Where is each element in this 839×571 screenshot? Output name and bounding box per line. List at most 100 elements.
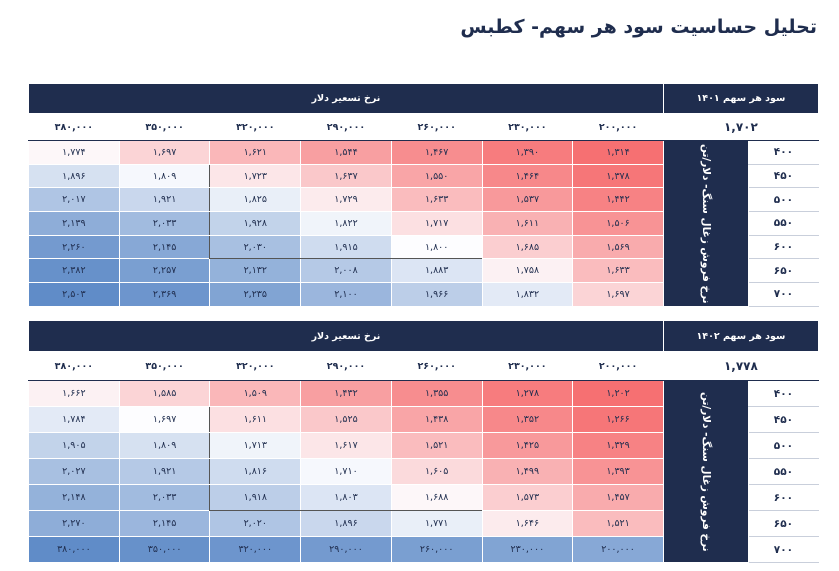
row-header: ۵۵۰ xyxy=(747,211,819,236)
value-cell: ۱,۷۲۹ xyxy=(300,187,392,213)
value-cell: ۲,۰۰۸ xyxy=(300,258,392,284)
value-cell: ۲,۳۸۲ xyxy=(28,258,120,284)
value-cell: ۱,۵۲۱ xyxy=(572,510,664,537)
value-cell: ۲,۰۲۷ xyxy=(28,458,120,485)
value-cell: ۲۹۰,۰۰۰ xyxy=(300,536,392,563)
value-cell: ۱,۴۶۷ xyxy=(390,140,483,165)
value-cell: ۱,۴۴۲ xyxy=(572,187,664,213)
data-row: ۵۵۰ ۱,۳۹۳ ۱,۴۹۹ ۱,۶۰۵ ۱,۷۱۰ ۱,۸۱۶ ۱,۹۲۱ ۲,۰۲۷ xyxy=(28,458,819,485)
value-cell: ۱,۵۲۱ xyxy=(390,432,483,459)
value-cell: ۱,۵۷۳ xyxy=(481,484,574,511)
sensitivity-table: سود هر سهم ۱۴۰۲ نرخ تسعیر دلار ۱,۷۷۸ ۲۰۰,۰۰… xyxy=(28,320,819,563)
value-cell: ۱,۶۱۷ xyxy=(300,432,392,459)
value-cell: ۱,۶۳۳ xyxy=(572,258,664,284)
value-cell: ۲,۲۵۷ xyxy=(118,258,211,284)
row-header: ۶۵۰ xyxy=(747,258,819,284)
value-cell: ۱,۸۲۵ xyxy=(209,187,302,213)
value-cell: ۱,۸۰۳ xyxy=(300,484,392,511)
value-cell: ۱,۳۵۵ xyxy=(390,380,483,407)
column-header: ۲۰۰,۰۰۰ xyxy=(572,113,664,141)
value-cell: ۱,۶۳۷ xyxy=(300,163,392,189)
eps-value: ۱,۷۷۸ xyxy=(662,351,819,381)
column-header-row: ۱,۷۷۸ ۲۰۰,۰۰۰ ۲۳۰,۰۰۰ ۲۶۰,۰۰۰ ۲۹۰,۰۰۰ ۳۲۰,۰۰۰… xyxy=(28,351,819,381)
row-group-text: نرخ فروش زغال سنگ- دلار/تن xyxy=(699,143,712,304)
row-header: ۵۰۰ xyxy=(747,187,819,213)
value-cell: ۱,۶۹۷ xyxy=(118,406,211,433)
column-header: ۲۹۰,۰۰۰ xyxy=(300,113,392,141)
value-cell: ۱,۵۶۹ xyxy=(572,234,664,260)
value-cell: ۲,۳۶۹ xyxy=(118,282,211,307)
page-title: تحلیل حساسیت سود هر سهم- کطبس xyxy=(460,16,817,38)
value-cell: ۱,۳۲۹ xyxy=(572,432,664,459)
row-header: ۶۰۰ xyxy=(747,234,819,260)
value-cell: ۱,۷۸۴ xyxy=(28,406,120,433)
value-cell: ۱,۶۲۱ xyxy=(209,140,302,165)
row-header: ۷۰۰ xyxy=(747,536,819,563)
value-cell: ۱,۸۱۶ xyxy=(209,458,302,485)
column-header: ۲۳۰,۰۰۰ xyxy=(481,351,574,381)
data-row: ۴۵۰ ۱,۳۷۸ ۱,۴۶۴ ۱,۵۵۰ ۱,۶۳۷ ۱,۷۲۳ ۱,۸۰۹ ۱,۸۹۶ xyxy=(28,163,819,189)
row-header: ۴۵۰ xyxy=(747,163,819,189)
data-row: ۴۰۰ نرخ فروش زغال سنگ- دلار/تن ۱,۳۱۴ ۱,۳۹۰ ۱… xyxy=(28,140,819,307)
value-cell: ۱,۴۳۸ xyxy=(390,406,483,433)
row-group-text: نرخ فروش زغال سنگ- دلار/تن xyxy=(699,391,712,552)
value-cell: ۱,۴۶۴ xyxy=(481,163,574,189)
value-cell: ۲,۱۳۲ xyxy=(209,258,302,284)
value-cell: ۱,۸۲۲ xyxy=(300,211,392,236)
value-cell: ۱,۲۷۸ xyxy=(481,380,574,407)
value-cell: ۱,۷۷۴ xyxy=(28,140,120,165)
value-cell: ۱,۹۱۵ xyxy=(300,234,392,260)
column-header: ۲۰۰,۰۰۰ xyxy=(572,351,664,381)
value-cell: ۱,۷۱۷ xyxy=(390,211,483,236)
value-cell: ۱,۳۹۰ xyxy=(481,140,574,165)
data-row: ۶۰۰ ۱,۴۵۷ ۱,۵۷۳ ۱,۶۸۸ ۱,۸۰۳ ۱,۹۱۸ ۲,۰۳۳ ۲,۱۴۸ xyxy=(28,484,819,511)
column-group-label: نرخ تسعیر دلار xyxy=(28,320,664,352)
value-cell: ۱,۸۳۲ xyxy=(481,282,574,307)
column-header: ۲۹۰,۰۰۰ xyxy=(300,351,392,381)
value-cell: ۱,۹۲۸ xyxy=(209,211,302,236)
data-row: ۵۰۰ ۱,۳۲۹ ۱,۴۲۵ ۱,۵۲۱ ۱,۶۱۷ ۱,۷۱۳ ۱,۸۰۹ ۱,۹۰۵ xyxy=(28,432,819,459)
value-cell: ۱,۵۸۵ xyxy=(118,380,211,407)
value-cell: ۱,۵۰۹ xyxy=(209,380,302,407)
column-header: ۲۶۰,۰۰۰ xyxy=(390,113,483,141)
sensitivity-table: سود هر سهم ۱۴۰۱ نرخ تسعیر دلار ۱,۷۰۲ ۲۰۰,۰۰… xyxy=(28,83,819,307)
value-cell: ۲,۰۱۷ xyxy=(28,187,120,213)
column-header: ۳۵۰,۰۰۰ xyxy=(118,113,211,141)
eps-label: سود هر سهم ۱۴۰۱ xyxy=(662,83,819,114)
value-cell: ۲,۲۶۰ xyxy=(28,234,120,260)
value-cell: ۱,۳۱۴ xyxy=(572,140,664,165)
value-cell: ۱,۶۹۷ xyxy=(118,140,211,165)
value-cell: ۱,۵۰۶ xyxy=(572,211,664,236)
value-cell: ۱,۴۹۹ xyxy=(481,458,574,485)
value-cell: ۱,۸۰۹ xyxy=(118,432,211,459)
value-cell: ۲,۱۰۰ xyxy=(300,282,392,307)
row-header: ۵۵۰ xyxy=(747,458,819,485)
value-cell: ۲,۵۰۳ xyxy=(28,282,120,307)
column-group-label: نرخ تسعیر دلار xyxy=(28,83,664,114)
row-header: ۶۵۰ xyxy=(747,510,819,537)
data-row: ۶۵۰ ۱,۵۲۱ ۱,۶۴۶ ۱,۷۷۱ ۱,۸۹۶ ۲,۰۲۰ ۲,۱۴۵ ۲,۲۷۰ xyxy=(28,510,819,537)
value-cell: ۲,۰۳۰ xyxy=(209,234,302,260)
column-header: ۳۸۰,۰۰۰ xyxy=(28,351,120,381)
row-header: ۴۵۰ xyxy=(747,406,819,433)
value-cell: ۱,۶۰۵ xyxy=(390,458,483,485)
column-header: ۳۸۰,۰۰۰ xyxy=(28,113,120,141)
value-cell: ۲,۰۳۳ xyxy=(118,211,211,236)
column-header: ۲۳۰,۰۰۰ xyxy=(481,113,574,141)
value-cell: ۲,۰۲۰ xyxy=(209,510,302,537)
value-cell: ۱,۷۱۳ xyxy=(209,432,302,459)
value-cell: ۱,۵۴۴ xyxy=(300,140,392,165)
value-cell: ۱,۴۲۵ xyxy=(481,432,574,459)
value-cell: ۱,۵۲۵ xyxy=(300,406,392,433)
row-group-label: نرخ فروش زغال سنگ- دلار/تن xyxy=(662,140,749,307)
value-cell: ۱,۷۱۰ xyxy=(300,458,392,485)
value-cell: ۱,۶۳۳ xyxy=(390,187,483,213)
row-header: ۷۰۰ xyxy=(747,282,819,307)
value-cell: ۱,۸۹۶ xyxy=(28,163,120,189)
value-cell: ۱,۶۶۲ xyxy=(28,380,120,407)
value-cell: ۲,۲۳۵ xyxy=(209,282,302,307)
value-cell: ۱,۸۰۹ xyxy=(118,163,211,189)
value-cell: ۱,۴۳۲ xyxy=(300,380,392,407)
data-row: ۴۵۰ ۱,۲۶۶ ۱,۳۵۲ ۱,۴۳۸ ۱,۵۲۵ ۱,۶۱۱ ۱,۶۹۷ ۱,۷۸۴ xyxy=(28,406,819,433)
